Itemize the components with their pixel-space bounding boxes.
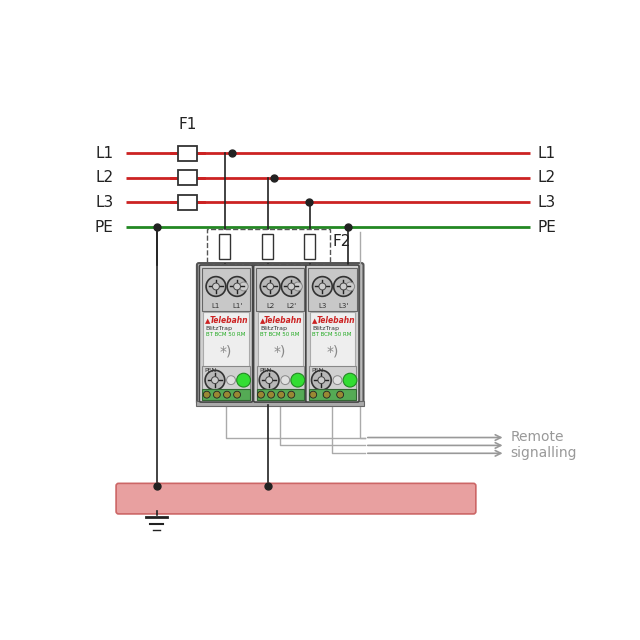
Text: BlitzTrap: BlitzTrap bbox=[312, 326, 339, 331]
Circle shape bbox=[234, 283, 241, 290]
Circle shape bbox=[323, 391, 330, 398]
Bar bbox=[207, 228, 330, 264]
Text: Remote
signalling: Remote signalling bbox=[510, 430, 577, 460]
Text: BT BCM 50 RM: BT BCM 50 RM bbox=[312, 332, 351, 337]
Circle shape bbox=[291, 373, 305, 387]
Circle shape bbox=[211, 377, 218, 383]
Text: *): *) bbox=[220, 344, 232, 358]
Text: L1: L1 bbox=[212, 303, 220, 309]
FancyBboxPatch shape bbox=[200, 265, 253, 402]
Circle shape bbox=[294, 282, 302, 291]
Text: Telebahn: Telebahn bbox=[264, 316, 303, 325]
Bar bbox=[178, 170, 197, 185]
Text: PE: PE bbox=[95, 220, 114, 235]
FancyBboxPatch shape bbox=[197, 263, 364, 404]
Circle shape bbox=[281, 376, 290, 385]
Circle shape bbox=[223, 391, 230, 398]
Bar bbox=[256, 268, 305, 311]
Text: BT BCM 50 RM: BT BCM 50 RM bbox=[260, 332, 300, 337]
Text: L3: L3 bbox=[538, 195, 556, 210]
Bar bbox=[262, 234, 273, 259]
Text: Earthing busbar: Earthing busbar bbox=[230, 490, 362, 508]
Text: L2: L2 bbox=[266, 303, 275, 309]
Circle shape bbox=[333, 376, 342, 385]
Text: F2: F2 bbox=[333, 234, 351, 250]
Bar bbox=[308, 268, 356, 311]
Bar bbox=[310, 312, 355, 376]
Text: L3: L3 bbox=[95, 195, 114, 210]
Text: Telebahn: Telebahn bbox=[210, 316, 248, 325]
Text: ▲: ▲ bbox=[312, 317, 317, 324]
Circle shape bbox=[343, 373, 357, 387]
Text: L1: L1 bbox=[95, 146, 114, 161]
FancyBboxPatch shape bbox=[253, 265, 307, 402]
Bar bbox=[257, 389, 304, 400]
Circle shape bbox=[206, 276, 226, 296]
Bar bbox=[202, 389, 250, 400]
Bar bbox=[202, 268, 250, 311]
Circle shape bbox=[318, 377, 325, 383]
Text: *): *) bbox=[274, 344, 286, 358]
Text: L2: L2 bbox=[95, 170, 114, 186]
Text: L1: L1 bbox=[538, 146, 556, 161]
FancyBboxPatch shape bbox=[116, 483, 476, 514]
Circle shape bbox=[213, 391, 220, 398]
Circle shape bbox=[346, 282, 355, 291]
Bar bbox=[219, 234, 230, 259]
Bar bbox=[308, 389, 356, 400]
Circle shape bbox=[257, 391, 264, 398]
Text: F1: F1 bbox=[179, 117, 196, 132]
Circle shape bbox=[227, 276, 247, 296]
Circle shape bbox=[204, 391, 210, 398]
Text: BlitzTrap: BlitzTrap bbox=[260, 326, 287, 331]
FancyBboxPatch shape bbox=[306, 265, 359, 402]
Text: PEN: PEN bbox=[205, 368, 217, 373]
Bar bbox=[202, 366, 250, 399]
Bar bbox=[196, 401, 364, 406]
Circle shape bbox=[212, 283, 220, 290]
Circle shape bbox=[237, 373, 250, 387]
Text: PEN: PEN bbox=[311, 368, 323, 373]
Circle shape bbox=[267, 283, 273, 290]
Text: PE: PE bbox=[538, 220, 556, 235]
Circle shape bbox=[333, 276, 353, 296]
Text: L1': L1' bbox=[232, 303, 242, 309]
Text: L2': L2' bbox=[286, 303, 296, 309]
Circle shape bbox=[310, 391, 317, 398]
Circle shape bbox=[340, 283, 347, 290]
Bar bbox=[257, 312, 303, 376]
Circle shape bbox=[260, 276, 280, 296]
Circle shape bbox=[266, 377, 273, 383]
Text: ▲: ▲ bbox=[205, 317, 211, 324]
Circle shape bbox=[312, 371, 332, 390]
Circle shape bbox=[239, 282, 248, 291]
Bar bbox=[178, 195, 197, 210]
Text: ▲: ▲ bbox=[259, 317, 265, 324]
Text: *): *) bbox=[326, 344, 339, 358]
Circle shape bbox=[268, 391, 275, 398]
Text: Telebahn: Telebahn bbox=[316, 316, 355, 325]
Text: L2: L2 bbox=[538, 170, 556, 186]
Circle shape bbox=[288, 391, 295, 398]
Circle shape bbox=[227, 376, 236, 385]
Bar bbox=[257, 366, 304, 399]
Bar bbox=[178, 146, 197, 161]
Circle shape bbox=[319, 283, 326, 290]
Circle shape bbox=[282, 276, 301, 296]
Bar bbox=[308, 366, 356, 399]
Circle shape bbox=[337, 391, 344, 398]
Circle shape bbox=[234, 391, 241, 398]
Text: PEN: PEN bbox=[259, 368, 271, 373]
Bar bbox=[305, 234, 315, 259]
Circle shape bbox=[278, 391, 285, 398]
Text: L3': L3' bbox=[339, 303, 349, 309]
Circle shape bbox=[312, 276, 332, 296]
Text: L3: L3 bbox=[318, 303, 326, 309]
Bar bbox=[204, 312, 249, 376]
Text: BlitzTrap: BlitzTrap bbox=[206, 326, 233, 331]
Circle shape bbox=[288, 283, 294, 290]
Circle shape bbox=[259, 371, 279, 390]
Circle shape bbox=[205, 371, 225, 390]
Text: BT BCM 50 RM: BT BCM 50 RM bbox=[206, 332, 245, 337]
